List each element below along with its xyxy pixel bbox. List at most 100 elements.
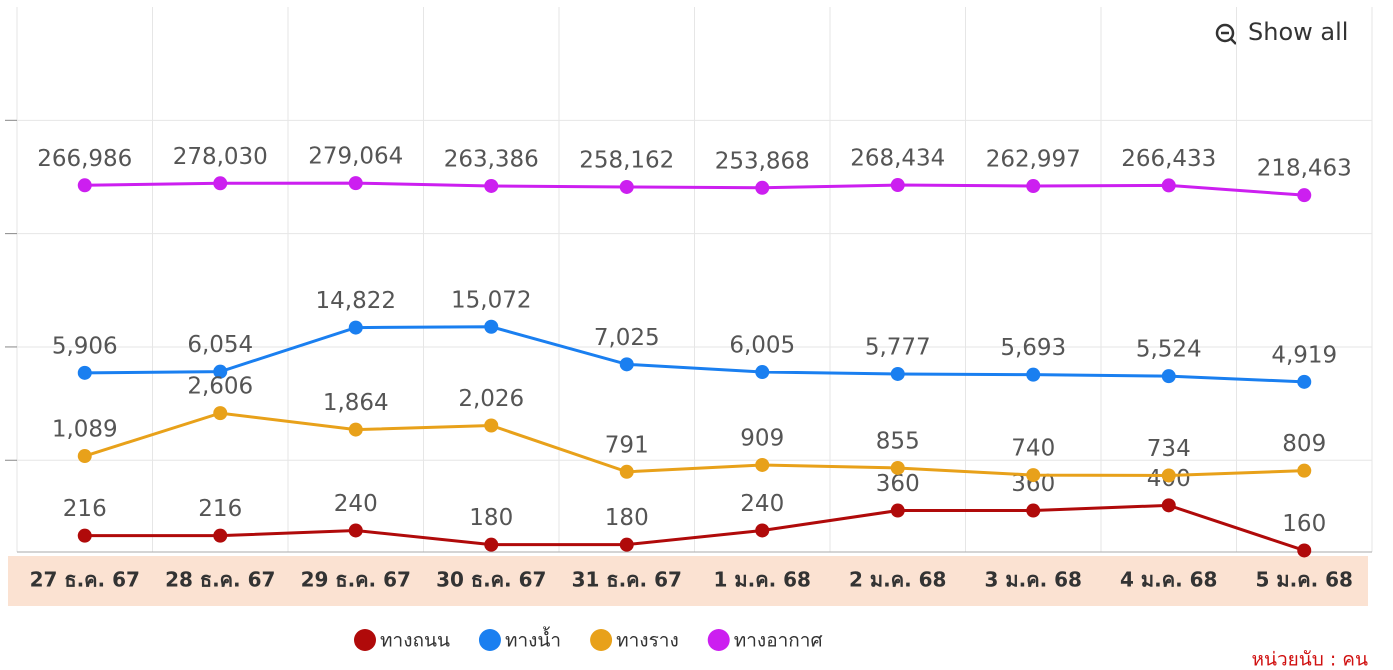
x-tick-label: 1 ม.ค. 68 bbox=[714, 568, 811, 592]
data-point bbox=[213, 406, 228, 421]
data-point bbox=[484, 418, 499, 433]
legend-marker bbox=[354, 629, 376, 651]
data-label: 5,777 bbox=[865, 334, 931, 360]
data-point bbox=[890, 366, 905, 381]
data-point bbox=[1026, 468, 1041, 483]
data-point bbox=[348, 176, 363, 191]
data-point bbox=[213, 364, 228, 379]
series-line bbox=[84, 503, 1305, 552]
data-label: 2,026 bbox=[458, 386, 524, 412]
data-point bbox=[484, 537, 499, 552]
x-tick-label: 29 ธ.ค. 67 bbox=[301, 568, 411, 592]
data-point bbox=[484, 319, 499, 334]
series-line bbox=[84, 181, 1305, 197]
data-point bbox=[1297, 188, 1312, 203]
data-label: 791 bbox=[605, 432, 649, 458]
data-label: 6,054 bbox=[187, 332, 253, 358]
data-label: 278,030 bbox=[173, 144, 268, 170]
show-all-button[interactable]: Show all bbox=[1215, 18, 1348, 46]
legend-label[interactable]: ทางน้ำ bbox=[505, 627, 561, 652]
legend-label[interactable]: ทางราง bbox=[616, 630, 679, 652]
legend-marker bbox=[478, 629, 501, 651]
data-point bbox=[1161, 369, 1176, 384]
data-point bbox=[348, 320, 363, 335]
data-point bbox=[890, 178, 905, 193]
data-label: 2,606 bbox=[187, 374, 253, 400]
data-label: 268,434 bbox=[850, 146, 945, 172]
data-label: 262,997 bbox=[986, 147, 1081, 173]
data-point bbox=[890, 503, 905, 518]
data-point bbox=[213, 528, 228, 543]
data-point bbox=[348, 422, 363, 437]
series-line bbox=[84, 411, 1305, 477]
data-point bbox=[213, 176, 228, 191]
data-point bbox=[77, 178, 92, 193]
data-label: 160 bbox=[1282, 511, 1326, 537]
x-tick-label: 2 ม.ค. 68 bbox=[849, 568, 946, 592]
data-point bbox=[1161, 178, 1176, 193]
data-label: 734 bbox=[1147, 436, 1191, 462]
data-point bbox=[755, 180, 770, 195]
data-label: 6,005 bbox=[729, 333, 795, 359]
data-point bbox=[77, 365, 92, 380]
data-point bbox=[755, 523, 770, 538]
data-label: 218,463 bbox=[1257, 156, 1352, 182]
category-band bbox=[8, 556, 1368, 606]
data-label: 5,524 bbox=[1136, 337, 1202, 363]
data-point bbox=[755, 457, 770, 472]
legend-marker bbox=[590, 629, 613, 651]
x-tick-label: 27 ธ.ค. 67 bbox=[30, 568, 140, 592]
data-label: 180 bbox=[469, 505, 513, 531]
legend-marker bbox=[707, 629, 730, 651]
show-all-label[interactable]: Show all bbox=[1248, 18, 1348, 46]
data-point bbox=[1297, 463, 1312, 478]
data-label: 253,868 bbox=[715, 148, 810, 174]
legend-label[interactable]: ทางอากาศ bbox=[734, 630, 823, 652]
x-tick-label: 28 ธ.ค. 67 bbox=[165, 568, 275, 592]
data-label: 740 bbox=[1011, 436, 1055, 462]
data-label: 266,986 bbox=[37, 146, 132, 172]
data-label: 266,433 bbox=[1121, 146, 1216, 172]
data-label: 258,162 bbox=[579, 147, 674, 173]
x-tick-label: 4 ม.ค. 68 bbox=[1120, 568, 1217, 592]
unit-note: หน่วยนับ : คน bbox=[1251, 649, 1368, 670]
data-point bbox=[1026, 367, 1041, 382]
data-label: 855 bbox=[876, 428, 920, 454]
data-label: 279,064 bbox=[308, 144, 403, 170]
x-tick-label: 30 ธ.ค. 67 bbox=[436, 568, 546, 592]
data-point bbox=[348, 523, 363, 538]
data-label: 216 bbox=[63, 496, 107, 522]
data-label: 180 bbox=[605, 505, 649, 531]
data-point bbox=[755, 365, 770, 380]
data-label: 4,919 bbox=[1271, 342, 1337, 368]
data-label: 7,025 bbox=[594, 325, 660, 351]
data-label: 240 bbox=[334, 491, 378, 517]
data-label: 1,864 bbox=[323, 390, 389, 416]
data-label: 5,693 bbox=[1000, 335, 1066, 361]
data-label: 809 bbox=[1282, 431, 1326, 457]
data-point bbox=[1297, 374, 1312, 389]
data-label: 1,089 bbox=[52, 417, 118, 443]
data-point bbox=[619, 179, 634, 194]
data-label: 909 bbox=[740, 425, 784, 451]
data-point bbox=[619, 464, 634, 479]
data-label: 216 bbox=[198, 496, 242, 522]
data-point bbox=[77, 449, 92, 464]
data-point bbox=[619, 357, 634, 372]
x-tick-label: 3 ม.ค. 68 bbox=[985, 568, 1082, 592]
data-point bbox=[619, 537, 634, 552]
data-point bbox=[484, 178, 499, 193]
data-label: 360 bbox=[876, 471, 920, 497]
legend-label[interactable]: ทางถนน bbox=[380, 630, 450, 652]
series-line bbox=[84, 325, 1305, 384]
data-point bbox=[890, 460, 905, 475]
data-point bbox=[77, 528, 92, 543]
data-label: 263,386 bbox=[444, 146, 539, 172]
data-label: 14,822 bbox=[316, 288, 396, 314]
data-point bbox=[1297, 543, 1312, 558]
x-tick-label: 31 ธ.ค. 67 bbox=[572, 568, 682, 592]
data-label: 5,906 bbox=[52, 333, 118, 359]
data-point bbox=[1026, 503, 1041, 518]
data-point bbox=[1161, 468, 1176, 483]
